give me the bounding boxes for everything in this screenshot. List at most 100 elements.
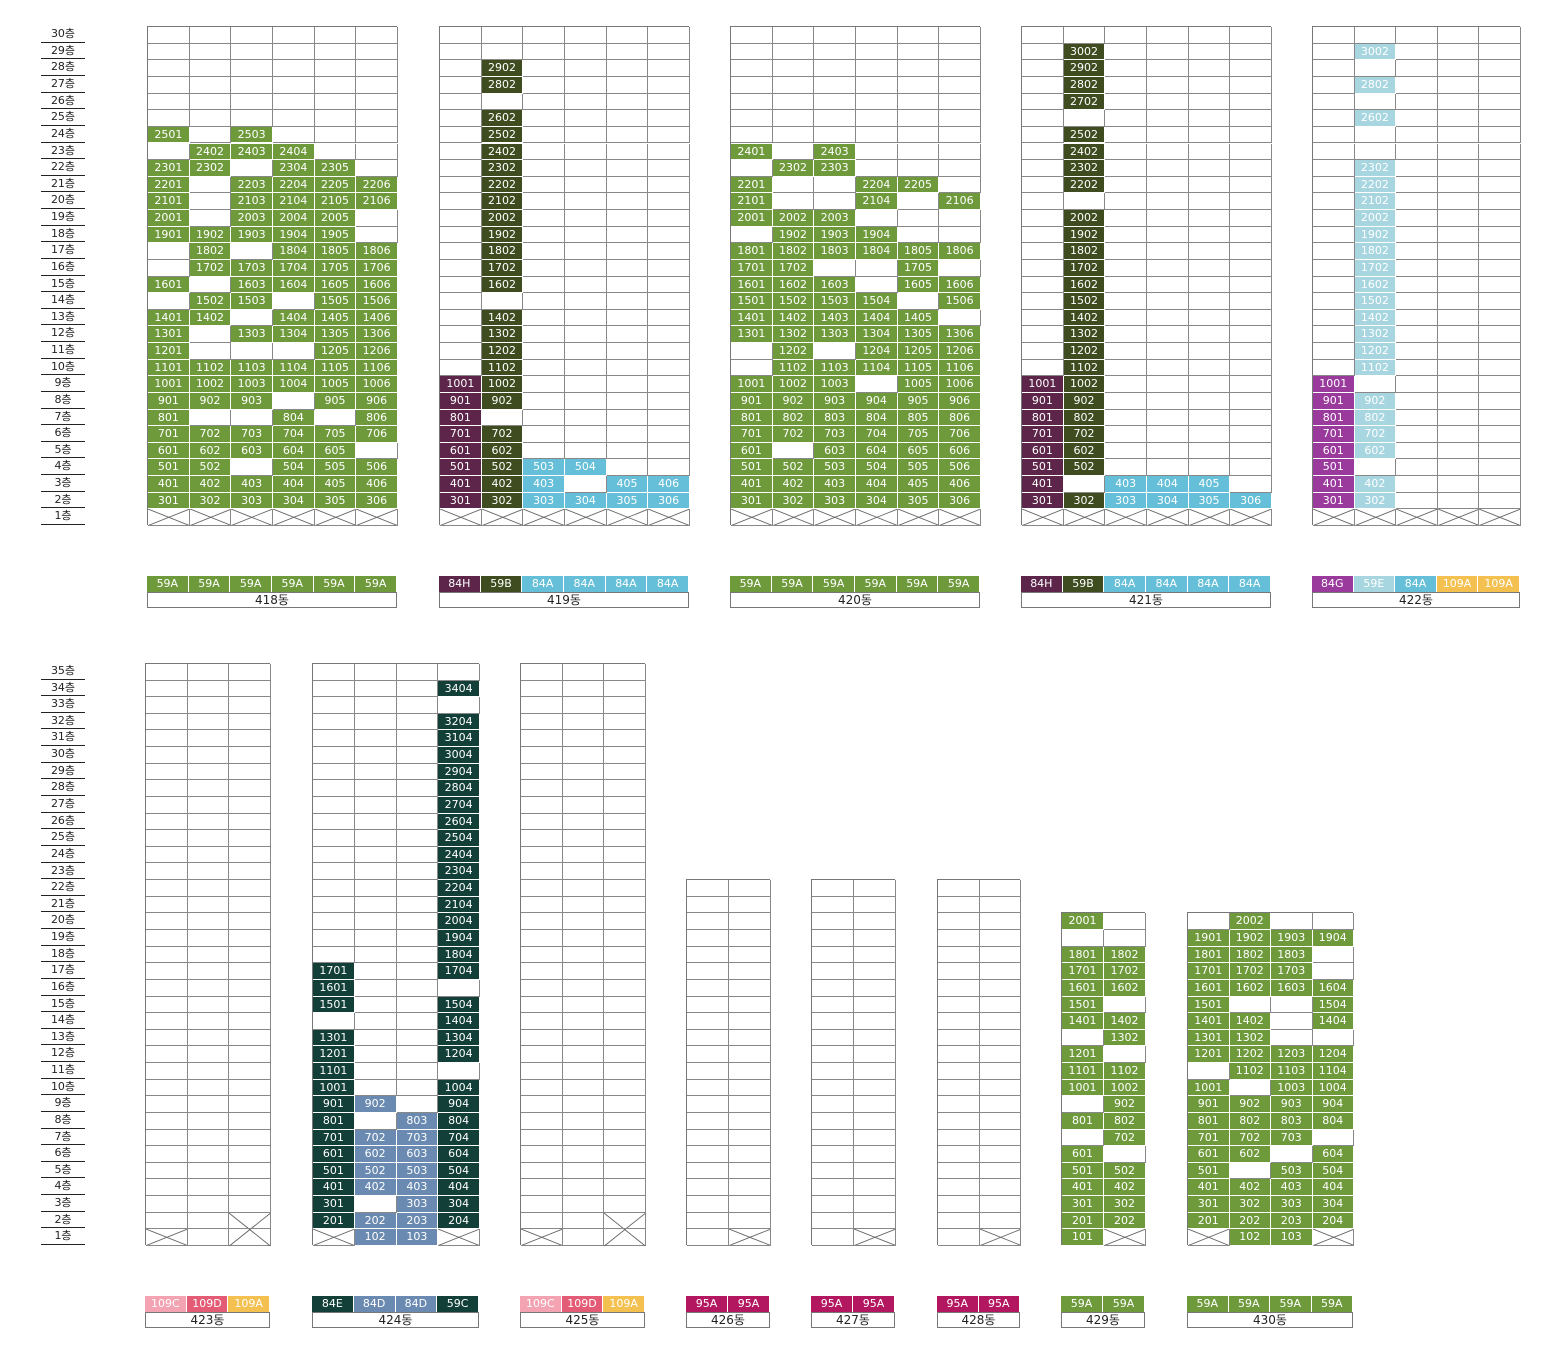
unit-cell: 1601 (313, 979, 355, 997)
building-name: 429동 (1061, 1312, 1145, 1328)
floor-label: 21층 (41, 896, 85, 913)
unit-cell: 1104 (273, 359, 315, 377)
empty-cell (1230, 343, 1272, 360)
empty-cell (523, 143, 565, 161)
unit-type-label: 59A (730, 576, 772, 592)
unit-cell: 306 (356, 492, 398, 510)
empty-cell (521, 780, 563, 797)
unit-cell: 1001 (1313, 376, 1355, 393)
unit-cell: 406 (356, 476, 398, 493)
unit-cell: 302 (1229, 1196, 1271, 1213)
empty-cell (854, 1063, 896, 1080)
empty-cell (562, 1229, 605, 1246)
unit-type-label: 109A (603, 1296, 645, 1312)
empty-cell (604, 930, 646, 947)
empty-cell (187, 763, 230, 781)
empty-cell (1354, 27, 1397, 44)
empty-cell (1147, 27, 1189, 44)
empty-cell (731, 27, 773, 44)
unit-cell: 1802 (1104, 946, 1146, 964)
piloti-cell (1063, 509, 1106, 526)
empty-cell (440, 259, 482, 277)
unit-cell: 1406 (356, 309, 398, 327)
empty-cell (565, 60, 607, 77)
unit-cell: 1302 (1063, 326, 1106, 344)
empty-cell (1147, 176, 1189, 194)
piloti-cross (229, 1212, 271, 1246)
empty-cell (648, 309, 690, 327)
empty-cell (1479, 176, 1521, 194)
empty-cell (313, 697, 355, 714)
empty-cell (565, 76, 607, 94)
empty-cell (938, 1112, 980, 1130)
empty-cell (229, 1079, 271, 1097)
empty-cell (1313, 160, 1355, 177)
empty-cell (604, 747, 646, 764)
empty-cell (438, 663, 480, 681)
empty-cell (1063, 193, 1106, 211)
empty-cell (979, 1196, 1021, 1213)
empty-cell (356, 160, 398, 177)
empty-cell (148, 93, 190, 111)
empty-cell (565, 93, 607, 111)
unit-cell: 502 (1063, 459, 1106, 477)
empty-cell (562, 796, 605, 814)
empty-cell (521, 913, 563, 930)
empty-cell (146, 1063, 188, 1080)
unit-cell: 1501 (1062, 996, 1104, 1014)
empty-cell (356, 43, 398, 61)
empty-cell (1437, 293, 1480, 310)
unit-cell: 2002 (772, 210, 815, 227)
empty-cell (273, 126, 315, 144)
empty-cell (1479, 309, 1521, 327)
unit-cell: 2002 (481, 210, 524, 227)
piloti-cell (648, 509, 690, 526)
empty-cell (1022, 243, 1064, 260)
empty-cell (687, 880, 729, 897)
unit-cell: 803 (396, 1112, 439, 1130)
empty-cell (1313, 110, 1355, 127)
unit-cell: 1806 (356, 243, 398, 260)
unit-cell: 601 (731, 442, 773, 460)
unit-cell: 401 (1022, 476, 1064, 493)
empty-cell (521, 747, 563, 764)
empty-cell (523, 359, 565, 377)
unit-cell: 1902 (772, 226, 815, 244)
empty-cell (979, 1029, 1021, 1047)
empty-cell (1188, 442, 1231, 460)
empty-cell (1105, 343, 1147, 360)
empty-cell (565, 43, 607, 61)
empty-cell (1354, 126, 1397, 144)
empty-cell (1147, 326, 1189, 344)
empty-cell (1147, 426, 1189, 443)
unit-type-strip: 59A 59A 59A 59A (1187, 1296, 1353, 1312)
unit-cell: 1402 (189, 309, 232, 327)
floor-label: 32층 (41, 713, 85, 730)
empty-cell (604, 713, 646, 731)
piloti-cross (732, 509, 772, 526)
empty-cell (523, 309, 565, 327)
empty-cell (146, 697, 188, 714)
unit-cell: 605 (314, 442, 357, 460)
unit-cell: 303 (814, 492, 856, 510)
unit-cell: 2101 (148, 193, 190, 211)
unit-cell: 1601 (148, 276, 190, 294)
empty-cell (606, 76, 649, 94)
building-424동: 201 301 401 501 601 701 801 901 1001 1101 1201 1301… (312, 662, 480, 1246)
piloti-cross (1148, 509, 1188, 526)
unit-cell: 601 (1313, 442, 1355, 460)
unit-cell: 906 (939, 392, 981, 410)
unit-cell: 902 (1063, 392, 1106, 410)
empty-cell (521, 713, 563, 731)
empty-cell (1437, 143, 1480, 161)
empty-cell (146, 780, 188, 797)
empty-cell (604, 813, 646, 831)
empty-cell (521, 1146, 563, 1163)
unit-cell: 2302 (189, 160, 232, 177)
floor-label: 3층 (41, 1195, 85, 1212)
empty-cell (1062, 1096, 1104, 1113)
empty-cell (565, 392, 607, 410)
empty-cell (313, 830, 355, 847)
empty-cell (1230, 276, 1272, 294)
floor-label: 7층 (41, 409, 85, 426)
